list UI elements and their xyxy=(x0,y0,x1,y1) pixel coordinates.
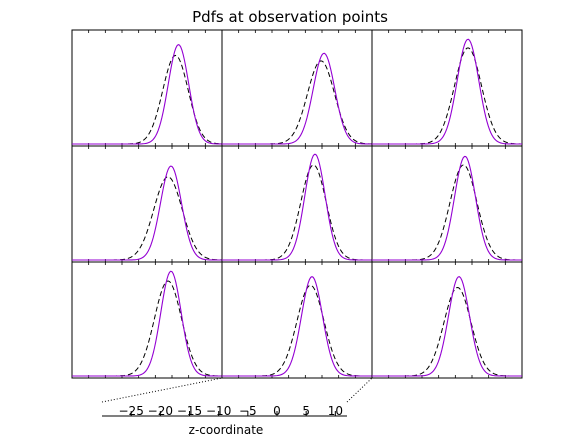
x-tick-label: 10 xyxy=(328,404,343,418)
zoom-line-right xyxy=(346,377,373,403)
dashed-series-line xyxy=(372,164,522,261)
panel-1-2 xyxy=(221,29,373,147)
solid-series-line xyxy=(72,165,222,261)
dashed-series-line xyxy=(72,176,223,261)
chart-title: Pdfs at observation points xyxy=(192,8,388,26)
panel-1-1 xyxy=(71,29,223,147)
panel-2-2 xyxy=(221,145,373,263)
solid-series-line xyxy=(372,155,522,261)
panel-2-1 xyxy=(71,145,223,263)
panel-2-3 xyxy=(371,145,523,263)
panel-frame xyxy=(71,261,223,379)
dashed-series-line xyxy=(222,60,373,145)
solid-series-line xyxy=(222,52,373,145)
dashed-series-line xyxy=(372,286,522,377)
x-axis: −25 −20 −15 −10 −5 0 5 10 xyxy=(102,404,347,418)
panel-frame xyxy=(371,145,523,263)
dashed-series-line xyxy=(222,284,372,377)
solid-series-line xyxy=(72,270,222,377)
x-axis-ticks: −25 −20 −15 −10 −5 0 5 10 xyxy=(119,404,343,418)
x-tick-label: −20 xyxy=(148,404,173,418)
panel-frame xyxy=(221,29,373,147)
dashed-series-line xyxy=(72,280,223,377)
solid-series-line xyxy=(372,276,522,377)
zoom-connector-lines xyxy=(101,377,373,403)
panel-frame xyxy=(71,145,223,263)
panel-3-3 xyxy=(371,261,523,379)
solid-series-line xyxy=(222,276,372,377)
zoom-line-left xyxy=(101,377,223,403)
dashed-series-line xyxy=(222,164,372,261)
x-tick-label: −5 xyxy=(239,404,257,418)
panel-grid xyxy=(71,29,523,379)
solid-series-line xyxy=(222,153,372,261)
x-axis-label: z-coordinate xyxy=(189,423,264,436)
solid-series-line xyxy=(372,38,522,145)
panel-3-2 xyxy=(221,261,373,379)
panel-frame xyxy=(221,145,373,263)
x-tick-label: −25 xyxy=(119,404,144,418)
x-tick-label: −10 xyxy=(206,404,231,418)
x-tick-label: 5 xyxy=(302,404,310,418)
solid-series-line xyxy=(72,44,223,145)
panel-frame xyxy=(371,261,523,379)
panel-1-3 xyxy=(371,29,523,147)
x-tick-label: 0 xyxy=(273,404,281,418)
x-tick-label: −15 xyxy=(177,404,202,418)
panel-3-1 xyxy=(71,261,223,379)
